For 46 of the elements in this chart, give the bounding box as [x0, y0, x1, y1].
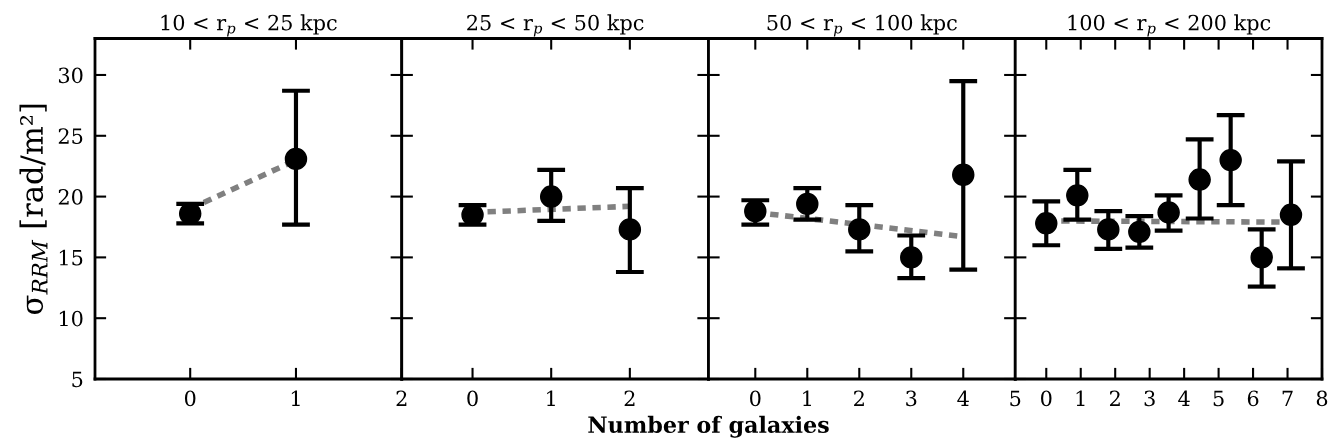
chart-title: 10 < r$_{p}$ < 25 kpc — [161, 14, 337, 37]
x-tick-label: 1 — [291, 390, 300, 406]
chart-title: 100 < r$_{p}$ < 200 kpc — [1068, 14, 1271, 37]
x-tick-label: 4 — [957, 390, 969, 406]
point — [1279, 203, 1303, 227]
x-tick-label: 0 — [1041, 390, 1052, 407]
y-tick-label: 5 — [72, 371, 83, 388]
y-tick-label: 10 — [59, 310, 83, 327]
x-tick-label: 1 — [1076, 390, 1085, 406]
point — [848, 218, 871, 241]
x-tick-label: 0 — [184, 390, 196, 407]
x-tick-label: 2 — [396, 390, 407, 406]
x-tick-label: 3 — [906, 390, 917, 407]
chart-title: 25 < r$_{p}$ < 50 kpc — [467, 14, 644, 37]
x-tick-label: 6 — [1247, 390, 1259, 407]
x-tick-label: 5 — [1010, 390, 1021, 407]
point — [1188, 168, 1211, 191]
y-tick-label: 30 — [58, 67, 83, 84]
x-tick-label: 4 — [1178, 390, 1190, 406]
chart-title: 50 < r$_{p}$ < 100 kpc — [767, 14, 957, 37]
point — [1128, 220, 1151, 244]
x-tick-label: 2 — [854, 390, 864, 406]
x-axis-title: Number of galaxies — [588, 415, 829, 438]
x-tick-label: 0 — [467, 390, 478, 407]
y-axis-title: σ$_{RRM}$ [rad/m²] — [19, 104, 48, 315]
point — [796, 192, 819, 216]
x-tick-label: 3 — [1144, 390, 1155, 407]
x-tick-label: 1 — [803, 390, 811, 406]
point — [1097, 218, 1120, 241]
x-tick-label: 0 — [750, 390, 761, 407]
point — [1250, 246, 1273, 269]
x-tick-label: 5 — [1213, 390, 1224, 407]
x-tick-label: 7 — [1282, 390, 1293, 406]
point — [1157, 201, 1180, 224]
point — [952, 163, 975, 186]
point — [900, 246, 923, 269]
x-tick-label: 8 — [1316, 390, 1328, 407]
point — [1066, 184, 1089, 207]
y-tick-label: 25 — [58, 128, 83, 144]
point — [1219, 148, 1242, 172]
y-tick-label: 20 — [58, 189, 83, 205]
x-tick-label: 2 — [1109, 390, 1120, 406]
x-tick-label: 1 — [547, 390, 555, 406]
point — [1035, 212, 1058, 235]
y-tick-label: 15 — [59, 249, 83, 266]
x-tick-label: 2 — [624, 390, 635, 406]
